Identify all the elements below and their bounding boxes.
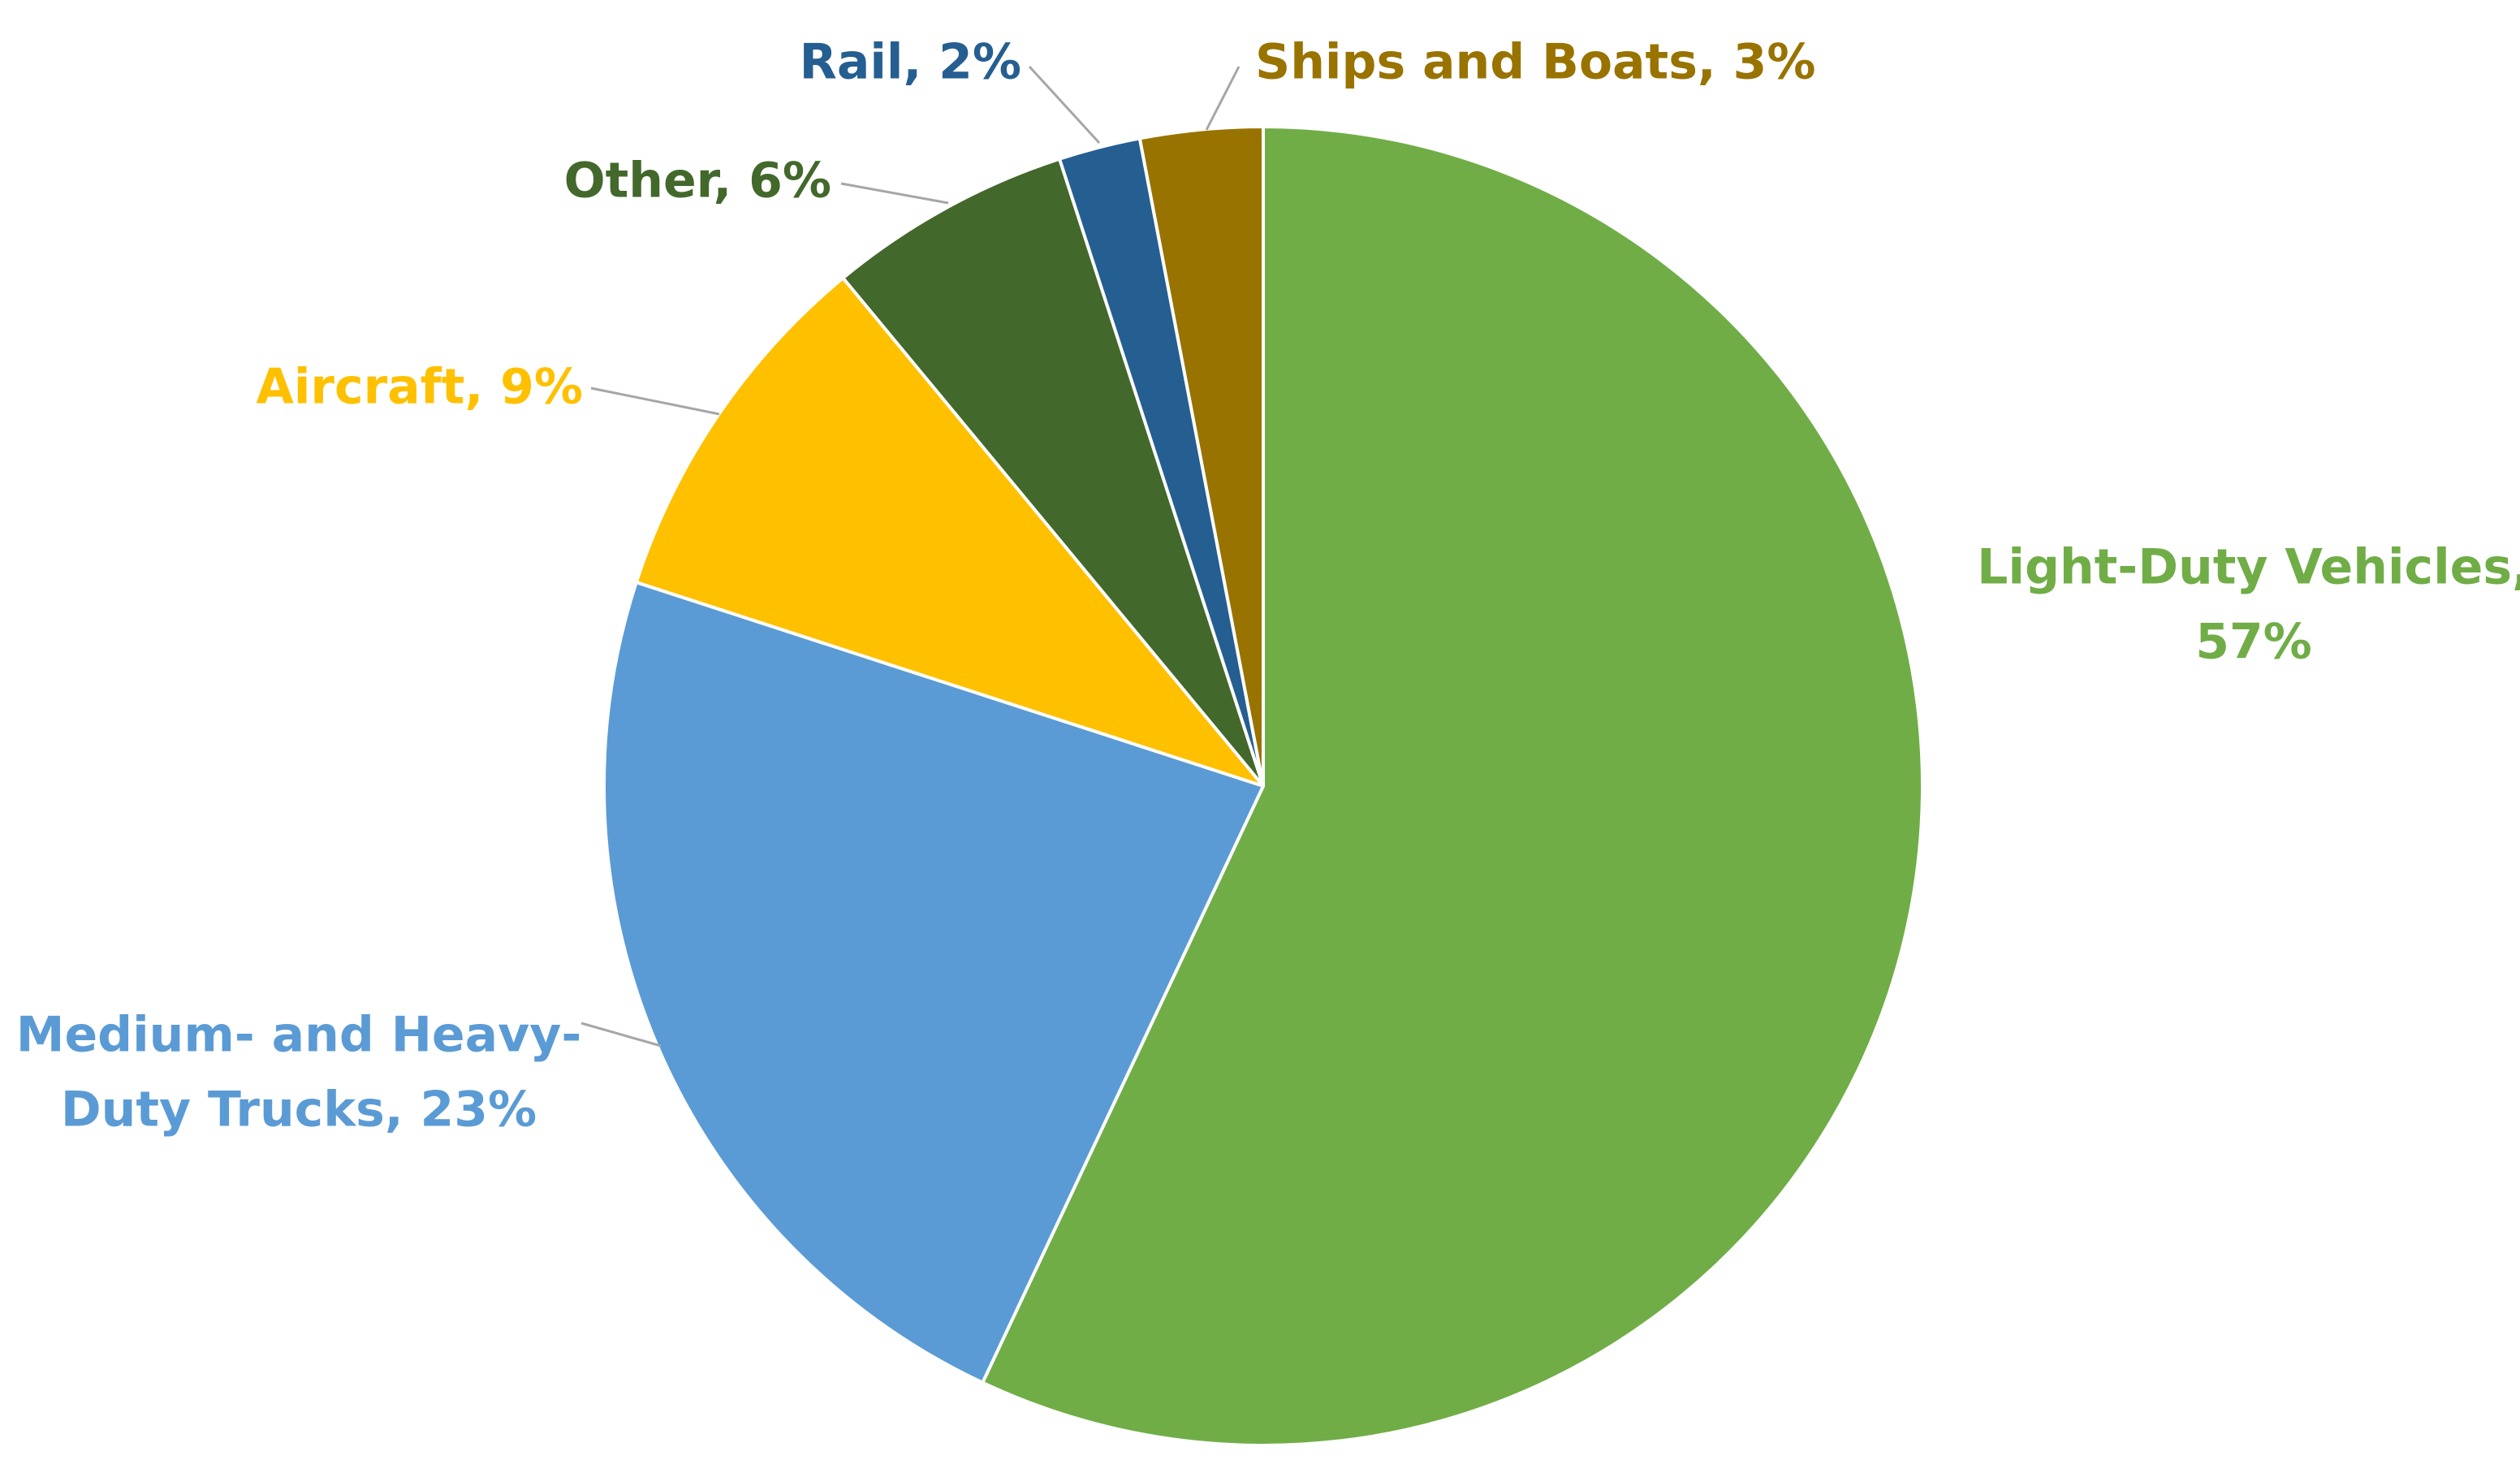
slice-label-aircraft: Aircraft, 9% — [256, 359, 583, 416]
leader-line-ships-and-boats — [1205, 66, 1241, 131]
labels-layer: Light-Duty Vehicles, 57% Medium- and Heavy… — [16, 34, 2520, 1138]
pie-slice-aircraft — [634, 276, 1265, 788]
leader-line-aircraft — [590, 387, 720, 416]
pie-slice-medium-and-heavy-duty-trucks — [602, 581, 1265, 1384]
slice-label-ships-and-boats: Ships and Boats, 3% — [1255, 34, 1815, 91]
slice-label-rail: Rail, 2% — [800, 34, 1021, 91]
pie-slice-light-duty-vehicles — [981, 125, 1925, 1447]
leader-line-rail — [1028, 65, 1101, 145]
leader-line-medium-and-heavy-duty-trucks — [580, 1022, 662, 1048]
slice-label-line: Aircraft, 9% — [256, 359, 583, 416]
pie-slice-other — [841, 157, 1265, 788]
slice-label-line: 57% — [2195, 614, 2312, 671]
slice-label-line: Ships and Boats, 3% — [1255, 34, 1815, 91]
slice-label-line: Duty Trucks, 23% — [61, 1082, 537, 1138]
slice-label-line: Rail, 2% — [800, 34, 1021, 91]
leader-lines-layer — [580, 65, 1241, 1048]
pie-slice-ships-and-boats — [1137, 125, 1265, 788]
slice-label-line: Light-Duty Vehicles, — [1977, 539, 2520, 596]
leader-line-other — [840, 182, 949, 205]
slices-layer — [602, 125, 1925, 1447]
slice-label-light-duty-vehicles: Light-Duty Vehicles, 57% — [1977, 539, 2520, 671]
slice-label-line: Other, 6% — [564, 153, 831, 210]
slice-label-other: Other, 6% — [564, 153, 831, 210]
slice-label-line: Medium- and Heavy- — [16, 1007, 582, 1064]
slice-label-medium-and-heavy-duty-trucks: Medium- and Heavy- Duty Trucks, 23% — [16, 1007, 582, 1138]
